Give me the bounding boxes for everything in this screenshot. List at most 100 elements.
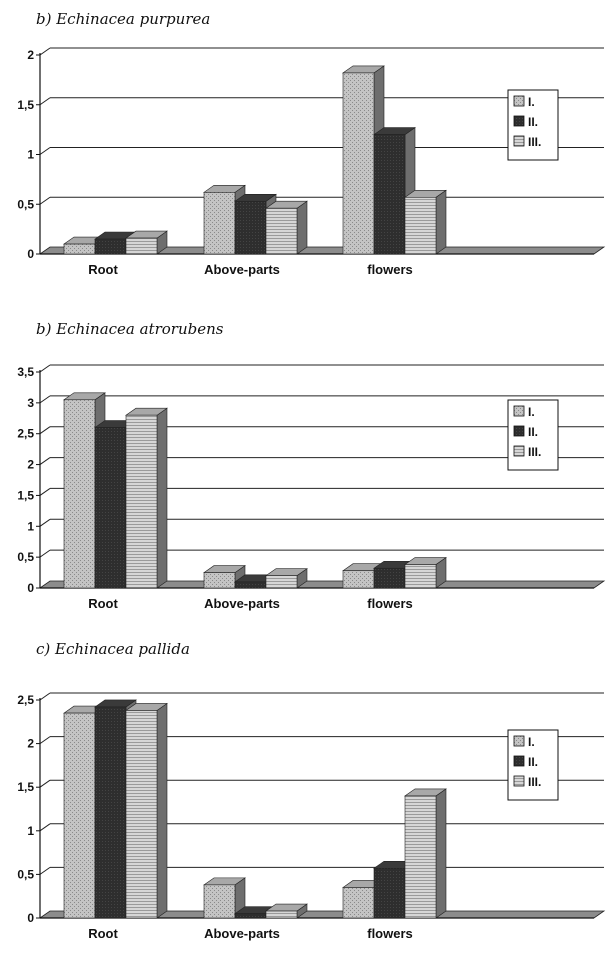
y-tick-label: 1: [27, 519, 34, 533]
y-tick-label: 0: [27, 247, 34, 261]
gridline-diag: [39, 47, 51, 56]
gridline-diag: [39, 147, 51, 155]
gridline-diag: [39, 457, 51, 465]
bar-III-flowers: [404, 564, 437, 589]
legend-label: I.: [528, 405, 535, 419]
y-tick-label: 1,5: [17, 98, 34, 112]
category-label: Above-parts: [204, 926, 280, 941]
legend-label: II.: [528, 755, 538, 769]
gridline-diag: [39, 779, 51, 788]
y-tick-label: 0,5: [17, 550, 34, 564]
legend-swatch: [513, 405, 525, 417]
legend-label: II.: [528, 425, 538, 439]
bar-side: [156, 702, 168, 919]
category-label: flowers: [367, 262, 413, 277]
category-label: Root: [88, 262, 118, 277]
gridline-diag: [39, 488, 51, 496]
category-label: Above-parts: [204, 262, 280, 277]
legend-label: III.: [528, 135, 541, 149]
bar-side: [296, 200, 308, 255]
bar-III-root: [125, 710, 158, 919]
category-label: flowers: [367, 926, 413, 941]
bar-side: [435, 189, 447, 255]
category-label: flowers: [367, 596, 413, 611]
bar-I-root: [63, 399, 96, 589]
gridline-diag: [39, 364, 51, 373]
bar-III-flowers: [404, 795, 437, 919]
y-tick-label: 2,5: [17, 427, 34, 441]
gridline-diag: [39, 395, 51, 404]
bar-side: [156, 407, 168, 589]
bar-III-root: [125, 237, 158, 255]
bar-I-above-parts: [203, 192, 236, 255]
bar-II-flowers: [373, 134, 406, 255]
category-label: Root: [88, 596, 118, 611]
bar-II-above-parts: [234, 913, 267, 919]
y-tick-label: 1: [27, 824, 34, 838]
bar-III-above-parts: [265, 207, 298, 255]
legend-swatch: [513, 775, 525, 787]
y-tick-label: 1: [27, 148, 34, 162]
legend-swatch: [513, 95, 525, 107]
chart-title: b) Echinacea atrorubens: [36, 320, 224, 338]
y-tick-label: 0: [27, 581, 34, 595]
y-tick-label: 2: [27, 48, 34, 62]
y-tick-label: 3: [27, 396, 34, 410]
y-tick-label: 2: [27, 458, 34, 472]
y-tick-label: 0: [27, 911, 34, 925]
category-label: Root: [88, 926, 118, 941]
y-tick-label: 2: [27, 737, 34, 751]
y-tick-label: 1,5: [17, 488, 34, 502]
y-tick-label: 2,5: [17, 693, 34, 707]
bar-II-above-parts: [234, 200, 267, 255]
chart-title: b) Echinacea purpurea: [36, 10, 211, 28]
legend-label: III.: [528, 775, 541, 789]
chart-atrorubens: 0 0,5 1 1,5 2 2,5 3 3,5 Root Above-parts flowers I.…: [17, 364, 606, 611]
bar-I-root: [63, 712, 96, 919]
gridline-diag: [39, 692, 51, 701]
gridline-diag: [39, 866, 51, 875]
y-tick-label: 0,5: [17, 197, 34, 211]
legend-swatch: [513, 115, 525, 127]
chart-title: c) Echinacea pallida: [36, 640, 190, 658]
y-tick-label: 3,5: [17, 365, 34, 379]
bar-II-root: [94, 238, 127, 255]
bar-I-root: [63, 243, 96, 255]
gridline-diag: [39, 426, 51, 435]
bar-II-root: [94, 706, 127, 919]
gridline-diag: [39, 549, 51, 558]
bar-III-root: [125, 414, 158, 589]
bar-II-flowers: [373, 867, 406, 919]
bar-III-above-parts: [265, 910, 298, 919]
bar-III-flowers: [404, 196, 437, 255]
gridline-diag: [39, 823, 51, 832]
legend-swatch: [513, 445, 525, 457]
gridline-diag: [39, 196, 51, 205]
bar-II-flowers: [373, 567, 406, 589]
bar-I-above-parts: [203, 884, 236, 919]
gridline-diag: [39, 736, 51, 745]
legend-swatch: [513, 135, 525, 147]
legend-label: I.: [528, 95, 535, 109]
bar-I-flowers: [342, 72, 375, 255]
chart-panel-purpurea: b) Echinacea purpurea 0 0,5 1 1,5 2 Root Above…: [0, 10, 606, 310]
gridline-diag: [39, 518, 51, 527]
chart-purpurea: 0 0,5 1 1,5 2 Root Above-parts flowers I. II. III.: [17, 47, 606, 277]
legend-swatch: [513, 425, 525, 437]
bar-I-flowers: [342, 887, 375, 919]
y-tick-label: 1,5: [17, 780, 34, 794]
category-label: Above-parts: [204, 596, 280, 611]
bar-II-above-parts: [234, 581, 267, 589]
gridline-diag: [39, 97, 51, 106]
chart-panel-atrorubens: b) Echinacea atrorubens 0 0,5 1 1,5 2 2,5 3 3,5…: [0, 320, 606, 620]
chart-pallida: 0 0,5 1 1,5 2 2,5 Root Above-parts flowers I. II. I…: [17, 692, 606, 941]
bar-II-root: [94, 427, 127, 589]
chart-panel-pallida: c) Echinacea pallida 0 0,5 1 1,5 2 2,5 Root Abo…: [0, 640, 606, 941]
legend-swatch: [513, 755, 525, 767]
legend-label: III.: [528, 445, 541, 459]
bar-side: [435, 788, 447, 919]
bar-III-above-parts: [265, 575, 298, 589]
bar-I-above-parts: [203, 572, 236, 589]
legend-label: I.: [528, 735, 535, 749]
legend-swatch: [513, 735, 525, 747]
